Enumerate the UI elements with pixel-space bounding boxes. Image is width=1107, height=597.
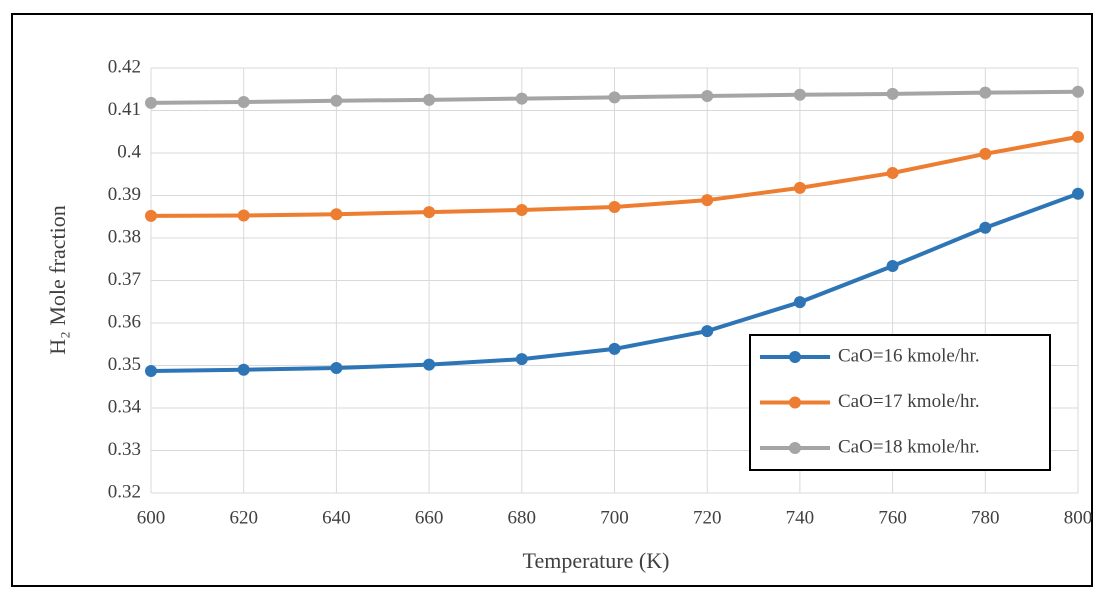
point xyxy=(145,209,157,222)
point xyxy=(608,342,621,355)
point xyxy=(1072,187,1084,200)
point xyxy=(886,87,899,100)
x-tick-label: 800 xyxy=(1064,507,1093,528)
point xyxy=(1072,85,1084,98)
point xyxy=(979,147,992,160)
x-tick-label: 660 xyxy=(415,507,444,528)
point xyxy=(423,206,436,219)
y-tick-label: 0.35 xyxy=(108,354,141,375)
x-tick-label: 760 xyxy=(878,507,907,528)
y-axis-title: H₂ Mole fraction xyxy=(45,205,70,354)
x-tick-label: 600 xyxy=(137,507,166,528)
point xyxy=(237,363,250,376)
point xyxy=(515,203,528,216)
y-tick-label: 0.42 xyxy=(108,56,141,77)
point xyxy=(701,325,714,338)
frame xyxy=(11,13,1093,587)
point xyxy=(979,221,992,234)
point xyxy=(330,362,343,375)
y-tick-label: 0.36 xyxy=(108,311,141,332)
x-tick-label: 720 xyxy=(693,507,722,528)
point xyxy=(701,90,714,103)
point xyxy=(515,92,528,105)
x-axis-title: Temperature (K) xyxy=(523,548,670,573)
point xyxy=(237,96,250,108)
y-tick-label: 0.32 xyxy=(108,481,141,502)
x-tick-label: 780 xyxy=(971,507,1000,528)
legend-marker xyxy=(789,442,801,454)
y-tick-label: 0.33 xyxy=(108,439,141,460)
point xyxy=(608,200,621,213)
point xyxy=(145,365,157,378)
x-tick-label: 680 xyxy=(508,507,537,528)
y-tick-label: 0.41 xyxy=(108,99,141,120)
x-tick-label: 700 xyxy=(600,507,629,528)
point xyxy=(423,358,436,371)
legend-label: CaO=16 kmole/hr. xyxy=(838,345,980,366)
point xyxy=(979,86,992,99)
point xyxy=(793,88,806,101)
x-tick-label: 620 xyxy=(229,507,258,528)
point xyxy=(608,91,621,104)
legend-label: CaO=17 kmole/hr. xyxy=(838,391,980,412)
y-tick-label: 0.34 xyxy=(108,396,142,417)
point xyxy=(423,93,436,106)
y-tick-label: 0.37 xyxy=(108,269,141,290)
point xyxy=(515,353,528,366)
x-tick-label: 740 xyxy=(786,507,815,528)
legend-label: CaO=18 kmole/hr. xyxy=(838,436,980,457)
point xyxy=(330,208,343,221)
point xyxy=(886,260,899,273)
legend-marker xyxy=(789,351,801,363)
legend-marker xyxy=(789,396,801,409)
x-tick-label: 640 xyxy=(322,507,351,528)
y-tick-label: 0.4 xyxy=(117,141,141,162)
point xyxy=(145,96,157,109)
y-tick-label: 0.38 xyxy=(108,226,141,247)
point xyxy=(237,209,250,222)
point xyxy=(793,181,806,194)
point xyxy=(793,296,806,309)
point xyxy=(886,166,899,179)
point xyxy=(330,94,343,107)
point xyxy=(1072,130,1084,143)
y-tick-label: 0.39 xyxy=(108,184,141,205)
point xyxy=(701,194,714,207)
